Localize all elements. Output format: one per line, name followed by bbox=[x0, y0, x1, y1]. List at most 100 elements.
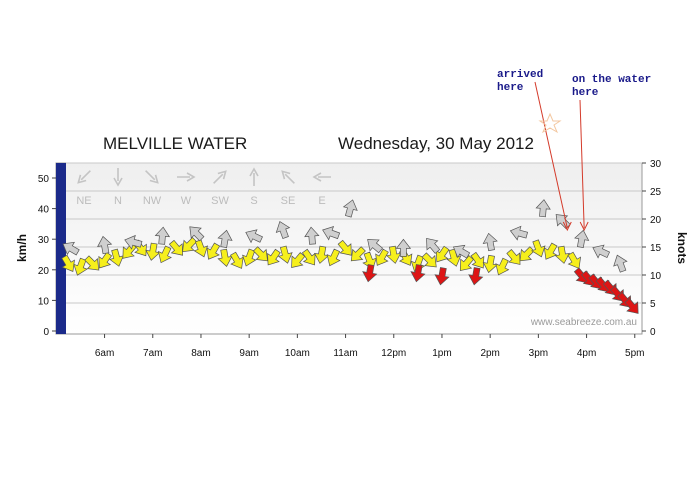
wind-arrow-shape bbox=[217, 248, 233, 267]
wind-arrow-yellow bbox=[495, 257, 510, 276]
wind-arrow-yellow bbox=[482, 254, 498, 274]
legend-arrow-shape bbox=[213, 170, 227, 184]
wind-arrow-shape bbox=[482, 232, 498, 252]
legend-arrow bbox=[281, 170, 295, 184]
wind-arrow-red bbox=[434, 267, 450, 286]
wind-arrow-shape bbox=[168, 239, 184, 256]
wind-arrow-shape bbox=[535, 199, 551, 218]
legend-arrow bbox=[177, 172, 196, 182]
wind-arrow-yellow bbox=[145, 242, 161, 261]
wind-arrow-shape bbox=[206, 242, 221, 260]
y-tick-label-right: 20 bbox=[650, 215, 662, 226]
gust-arrow-grey bbox=[509, 225, 529, 241]
legend-arrow-shape bbox=[77, 170, 91, 184]
wind-arrow-shape bbox=[122, 242, 137, 259]
wind-arrow-shape bbox=[230, 251, 244, 269]
x-tick-label: 9am bbox=[239, 348, 258, 359]
legend-label: S bbox=[250, 195, 257, 207]
annotation-arrowhead bbox=[579, 221, 589, 232]
wind-arrow-shape bbox=[73, 257, 88, 276]
x-tick-label: 12pm bbox=[381, 348, 406, 359]
watermark: www.seabreeze.com.au bbox=[530, 317, 637, 328]
wind-arrow-shape bbox=[245, 229, 263, 244]
annotation-line: on the water bbox=[572, 74, 651, 86]
wind-arrow-shape bbox=[468, 267, 484, 286]
wind-arrow-shape bbox=[342, 199, 358, 218]
wind-arrow-yellow bbox=[84, 255, 100, 271]
wind-arrow-shape bbox=[375, 248, 389, 266]
x-tick-label: 5pm bbox=[625, 348, 644, 359]
wind-arrow-shape bbox=[613, 254, 628, 273]
wind-arrow-shape bbox=[154, 226, 171, 245]
wind-arrow-yellow bbox=[193, 239, 209, 258]
wind-arrow-shape bbox=[252, 246, 268, 262]
wind-arrow-shape bbox=[362, 264, 378, 283]
wind-arrow-shape bbox=[145, 242, 161, 261]
wind-arrow-shape bbox=[267, 248, 281, 266]
annotation-pointer bbox=[534, 81, 568, 229]
wind-arrow-yellow bbox=[506, 249, 521, 265]
gust-arrow-grey bbox=[395, 238, 412, 257]
wind-arrow-yellow bbox=[543, 242, 558, 260]
gust-arrow-grey bbox=[245, 229, 263, 244]
wind-arrow-shape bbox=[459, 255, 475, 272]
gust-arrow-grey bbox=[97, 235, 113, 255]
wind-arrow-yellow bbox=[375, 248, 389, 266]
wind-arrow-shape bbox=[506, 249, 521, 265]
gust-arrow-grey bbox=[154, 226, 171, 245]
x-tick-label: 8am bbox=[191, 348, 210, 359]
x-tick-label: 6am bbox=[95, 348, 114, 359]
legend-label: SW bbox=[211, 195, 229, 207]
y-tick-label-right: 0 bbox=[650, 327, 656, 338]
wind-arrow-shape bbox=[189, 226, 205, 242]
annotation-arrived: arrived here bbox=[497, 69, 543, 94]
wind-arrow-yellow bbox=[554, 245, 571, 264]
wind-arrow-shape bbox=[410, 264, 426, 283]
gust-arrow-grey bbox=[342, 199, 358, 218]
wind-arrow-yellow bbox=[530, 239, 546, 258]
wind-arrow-red bbox=[468, 267, 484, 286]
annotation-pointer bbox=[579, 99, 585, 229]
wind-arrow-shape bbox=[592, 244, 611, 259]
wind-arrow-yellow bbox=[157, 245, 172, 264]
wind-arrow-yellow bbox=[567, 251, 582, 269]
legend-label: NW bbox=[143, 195, 162, 207]
y-tick-label-left: 40 bbox=[38, 205, 50, 216]
wind-arrow-yellow bbox=[242, 248, 257, 267]
wind-arrow-shape bbox=[84, 255, 100, 271]
wind-arrow-shape bbox=[350, 246, 366, 262]
wind-arrow-yellow bbox=[301, 248, 316, 266]
legend-arrow-shape bbox=[312, 172, 331, 182]
left-axis-ticks: 0 10 20 30 40 50 bbox=[38, 174, 56, 338]
wind-arrow-shape bbox=[124, 234, 143, 250]
wind-arrow-yellow bbox=[252, 246, 268, 262]
gust-arrow-grey bbox=[535, 199, 551, 218]
wind-arrow-shape bbox=[97, 235, 113, 255]
y-tick-label-left: 10 bbox=[38, 296, 50, 307]
legend-arrow-shape bbox=[249, 167, 259, 186]
legend-label: N bbox=[114, 195, 122, 207]
night-shade bbox=[56, 163, 66, 334]
y-tick-label-right: 5 bbox=[650, 299, 656, 310]
wind-arrow-yellow bbox=[98, 251, 113, 269]
wind-arrow-red bbox=[362, 264, 378, 283]
gust-arrow-grey bbox=[367, 239, 384, 254]
legend-arrow bbox=[312, 172, 331, 182]
wind-arrow-yellow bbox=[386, 245, 402, 264]
wind-arrow-shape bbox=[322, 225, 341, 241]
wind-arrow-shape bbox=[367, 239, 384, 254]
y-tick-label-right: 25 bbox=[650, 187, 662, 198]
gust-arrow-grey bbox=[322, 225, 341, 241]
wind-arrow-yellow bbox=[337, 239, 352, 256]
wind-arrow-shape bbox=[193, 239, 209, 258]
wind-arrow-shape bbox=[434, 267, 450, 286]
direction-legend: NE N NW W SW S SE E bbox=[76, 167, 331, 207]
gust-arrow-grey bbox=[304, 226, 320, 245]
legend-label: NE bbox=[76, 195, 91, 207]
wind-arrow-shape bbox=[217, 229, 233, 249]
annotation-line: arrived bbox=[497, 69, 543, 81]
wind-arrows bbox=[61, 199, 639, 314]
x-tick-label: 3pm bbox=[529, 348, 548, 359]
legend-arrow-shape bbox=[177, 172, 196, 182]
